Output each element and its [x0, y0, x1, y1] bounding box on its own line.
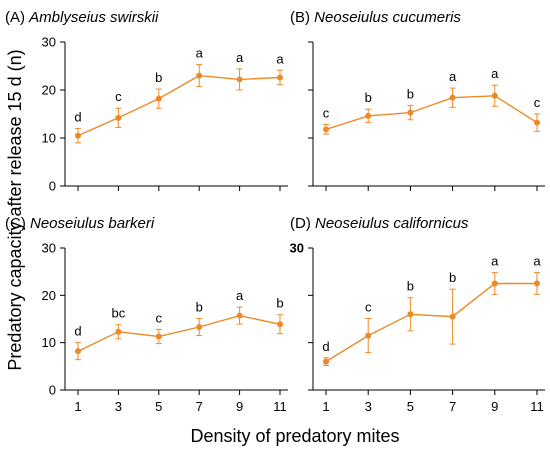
panel-d-title: (D) Neoseiulus californicus	[290, 215, 469, 232]
panel-c-y-tick-label: 0	[49, 383, 56, 398]
panel-a-y-tick-label: 0	[49, 179, 56, 194]
panel-b-data-point	[534, 119, 540, 126]
panel-c-y-tick-label: 10	[42, 335, 56, 350]
panel-c-data-point	[196, 324, 203, 331]
panel-c-y-tick-label: 30	[42, 241, 56, 256]
panel-c-y-tick-label: 20	[42, 288, 56, 303]
panel-c-x-tick-label: 7	[196, 399, 203, 414]
panel-c-data-point	[115, 328, 122, 335]
panel-c-data-point	[236, 312, 243, 319]
panel-a-y-tick-label: 20	[42, 83, 56, 98]
panel-c-species: Neoseiulus barkeri	[30, 215, 155, 232]
panel-d-significance-letter: c	[365, 300, 372, 315]
panel-a-y-tick-label: 10	[42, 131, 56, 146]
panel-b-significance-letter: a	[449, 69, 457, 84]
panel-a-significance-letter: b	[155, 70, 162, 85]
panel-c-tag: (C)	[5, 215, 30, 232]
panel-b-significance-letter: b	[365, 90, 372, 105]
panel-c-x-tick-label: 3	[115, 399, 122, 414]
panel-d-significance-letter: a	[491, 254, 499, 269]
panel-d-x-tick-label: 11	[530, 399, 544, 414]
panel-a-significance-letter: a	[196, 46, 204, 61]
panel-d-x-tick-label: 1	[322, 399, 329, 414]
panel-b-significance-letter: a	[491, 66, 499, 81]
panel-c-significance-letter: b	[276, 296, 283, 311]
panel-a-data-point	[115, 114, 122, 121]
panel-a-data-point	[236, 76, 243, 83]
panel-c-data-point	[75, 348, 81, 355]
panel-c-data-point	[277, 321, 283, 328]
panel-a-y-tick-label: 30	[42, 35, 56, 50]
panel-d-data-point	[491, 280, 498, 287]
panel-d-significance-letter: b	[407, 279, 414, 294]
panel-d-y-tick-label: 30	[290, 241, 304, 256]
panel-c-x-tick-label: 5	[155, 399, 162, 414]
panel-b-significance-letter: c	[534, 95, 541, 110]
y-axis-title: Predatory capacity after release 15 d (n…	[5, 49, 25, 370]
panel-c-x-tick-label: 9	[236, 399, 243, 414]
panel-a-species: Amblyseius swirskii	[28, 9, 159, 26]
panel-a-data-point	[196, 72, 203, 79]
panel-c-significance-letter: bc	[112, 306, 126, 321]
panel-b-data-point	[491, 92, 498, 99]
panel-c-data-point	[155, 333, 162, 340]
panel-b-data-point	[449, 94, 456, 101]
panel-a-data-point	[75, 132, 81, 139]
panel-b-significance-letter: c	[323, 106, 330, 121]
panel-d-significance-letter: d	[322, 339, 329, 354]
panel-a-tag: (A)	[5, 9, 29, 26]
panel-d-data-point	[407, 311, 414, 318]
panel-d-x-tick-label: 3	[365, 399, 372, 414]
panel-d-series-line	[325, 282, 537, 363]
panel-a-significance-letter: a	[276, 51, 284, 66]
panel-d-x-tick-label: 9	[491, 399, 498, 414]
panel-b-title: (B) Neoseiulus cucumeris	[290, 9, 461, 26]
panel-d-species: Neoseiulus californicus	[315, 215, 469, 232]
panel-b-data-point	[323, 126, 329, 133]
panel-b-data-point	[365, 112, 372, 119]
x-axis-title: Density of predatory mites	[190, 426, 399, 446]
panel-a-data-point	[155, 95, 162, 102]
panel-b-significance-letter: b	[407, 86, 414, 101]
panel-c-x-tick-label: 11	[273, 399, 287, 414]
panel-b-data-point	[407, 109, 414, 116]
panel-d-significance-letter: b	[449, 270, 456, 285]
panel-b-series-line	[325, 95, 538, 131]
panel-a-series-line	[77, 74, 281, 137]
panel-d-data-point	[365, 332, 372, 339]
panel-d-x-tick-label: 5	[407, 399, 414, 414]
panel-c-significance-letter: a	[236, 288, 244, 303]
panel-c-significance-letter: c	[156, 310, 163, 325]
panel-a-significance-letter: d	[74, 109, 81, 124]
panel-c-significance-letter: d	[74, 324, 81, 339]
panel-a-significance-letter: a	[236, 50, 244, 65]
panel-d-data-point	[449, 313, 456, 320]
panel-a-title: (A) Amblyseius swirskii	[5, 9, 159, 26]
panel-b-tag: (B)	[290, 9, 314, 26]
panel-a-data-point	[277, 74, 283, 81]
panel-a-significance-letter: c	[115, 89, 122, 104]
panel-d-data-point	[323, 358, 329, 365]
panel-d-tag: (D)	[290, 215, 315, 232]
panel-c-title: (C) Neoseiulus barkeri	[5, 215, 155, 232]
panel-d-data-point	[534, 280, 540, 287]
panel-c-significance-letter: b	[196, 300, 203, 315]
panel-c-x-tick-label: 1	[74, 399, 81, 414]
panel-b-species: Neoseiulus cucumeris	[314, 9, 461, 26]
panel-d-x-tick-label: 7	[449, 399, 456, 414]
panel-d-significance-letter: a	[533, 254, 541, 269]
panel-c-series-line	[77, 314, 281, 352]
